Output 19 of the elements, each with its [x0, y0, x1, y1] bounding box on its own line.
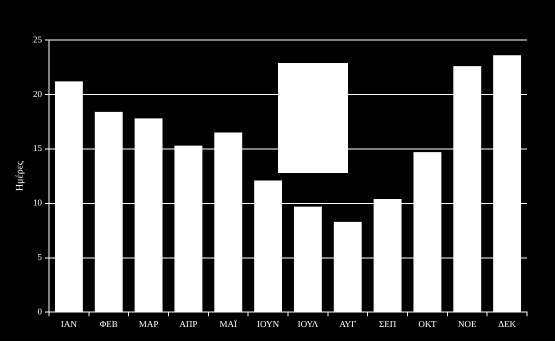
x-tick-label: ΦΕΒ — [100, 318, 118, 329]
x-tick-label: ΟΚΤ — [418, 318, 437, 329]
x-tick-label: ΜΑΪ — [220, 318, 237, 329]
x-tick-label: ΑΥΓ — [339, 318, 356, 329]
y-tick-label: 25 — [33, 34, 42, 44]
x-tick-label: ΑΠΡ — [179, 318, 198, 329]
y-tick-label: 10 — [33, 198, 42, 208]
x-tick-label: ΙΟΥΛ — [298, 318, 319, 329]
y-tick-label: 20 — [33, 88, 42, 99]
x-tick-label: ΔΕΚ — [498, 318, 516, 329]
x-tick-label: ΝΟΕ — [458, 318, 477, 329]
x-tick-label: ΜΑΡ — [138, 318, 158, 329]
y-tick-label: 15 — [33, 143, 42, 154]
y-axis-title: Ημέρες — [14, 161, 26, 192]
y-tick-label: 0 — [38, 306, 42, 317]
x-tick-label: ΙΑΝ — [60, 318, 78, 329]
x-tick-label: ΙΟΥΝ — [257, 318, 280, 329]
x-tick-label: ΣΕΠ — [378, 318, 397, 329]
y-tick-label: 5 — [38, 252, 42, 262]
